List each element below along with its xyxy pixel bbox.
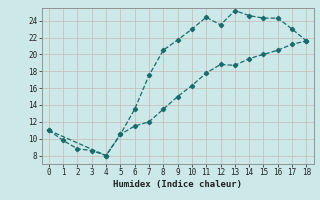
X-axis label: Humidex (Indice chaleur): Humidex (Indice chaleur) <box>113 180 242 189</box>
